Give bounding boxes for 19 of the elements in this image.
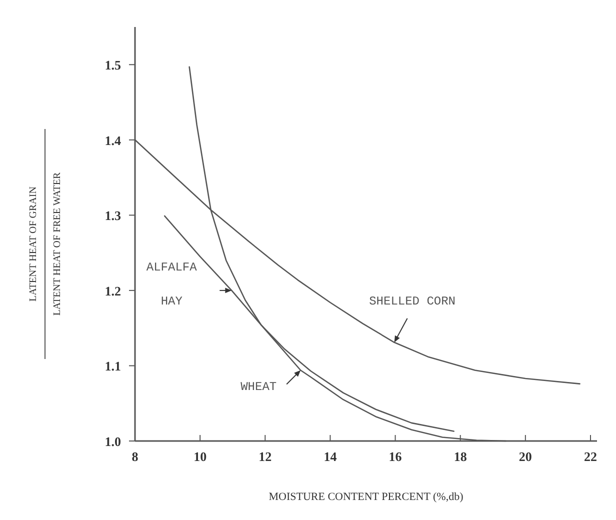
x-tick-label: 18 — [454, 449, 468, 464]
y-tick-label: 1.3 — [104, 208, 122, 224]
x-axis-title: MOISTURE CONTENT PERCENT (%,db) — [268, 491, 464, 503]
text: ALFALFA HAY — [146, 260, 197, 308]
y-tick-label: 1.1 — [104, 358, 121, 374]
text: WHEAT — [240, 380, 277, 394]
y-tick-label: 1.2 — [104, 283, 121, 298]
x-tick-label: 10 — [194, 449, 207, 464]
y-tick-label: 1.4 — [104, 132, 122, 148]
x-tick-label: 14 — [324, 449, 338, 464]
x-tick-label: 12 — [258, 449, 272, 464]
x-tick-label: 16 — [388, 449, 402, 464]
x-tick-label: 22 — [584, 449, 597, 464]
y-tick-label: 1.5 — [104, 58, 122, 73]
x-tick-label: 20 — [518, 449, 532, 464]
text: LATENT HEAT OF GRAIN LATENT HEAT OF FREE WATER — [28, 172, 63, 316]
x-tick-label: 8 — [132, 449, 139, 464]
y-tick-label: 1.0 — [104, 434, 121, 449]
series-label: SHELLED CORN — [369, 294, 456, 308]
